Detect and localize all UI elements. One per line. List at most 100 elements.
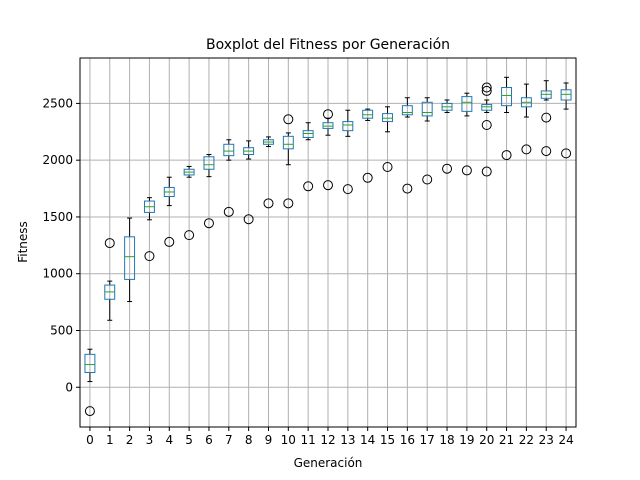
iqr-box bbox=[421, 101, 433, 117]
y-tick-label: 500 bbox=[50, 323, 73, 337]
x-tick-label: 8 bbox=[245, 433, 253, 447]
y-tick-label: 1500 bbox=[42, 210, 73, 224]
x-tick-label: 24 bbox=[558, 433, 573, 447]
x-tick-label: 5 bbox=[185, 433, 193, 447]
box-group bbox=[382, 106, 393, 172]
outlier-point bbox=[283, 198, 294, 209]
iqr-box bbox=[282, 135, 294, 150]
x-tick-label: 9 bbox=[265, 433, 273, 447]
iqr-box bbox=[203, 156, 215, 170]
box-group bbox=[183, 165, 195, 241]
box-group bbox=[342, 109, 354, 195]
x-tick-label: 10 bbox=[281, 433, 296, 447]
x-tick-label: 6 bbox=[205, 433, 213, 447]
outlier-point bbox=[461, 165, 472, 176]
outlier-point bbox=[481, 85, 492, 96]
y-tick-label: 2500 bbox=[42, 96, 73, 110]
box-group bbox=[143, 197, 155, 262]
iqr-box bbox=[84, 353, 96, 374]
box-series bbox=[84, 76, 572, 417]
iqr-box bbox=[481, 104, 493, 111]
x-tick-label: 1 bbox=[106, 433, 114, 447]
outlier-point bbox=[521, 144, 532, 155]
x-tick-label: 2 bbox=[126, 433, 134, 447]
outlier-point bbox=[184, 230, 195, 241]
x-tick-label: 21 bbox=[499, 433, 514, 447]
outlier-point bbox=[283, 114, 294, 125]
box-group bbox=[520, 83, 532, 155]
box-group bbox=[223, 139, 235, 217]
outlier-point bbox=[144, 251, 155, 262]
outlier-point bbox=[323, 109, 333, 120]
box-group bbox=[263, 136, 274, 209]
iqr-box bbox=[501, 87, 513, 107]
y-tick-label: 1000 bbox=[42, 267, 73, 281]
x-tick-label: 12 bbox=[320, 433, 335, 447]
x-tick-label: 0 bbox=[86, 433, 94, 447]
iqr-box bbox=[461, 96, 473, 112]
box-group bbox=[243, 140, 255, 225]
x-tick-label: 11 bbox=[301, 433, 316, 447]
x-tick-label: 4 bbox=[165, 433, 173, 447]
x-tick-label: 14 bbox=[360, 433, 375, 447]
outlier-point bbox=[382, 161, 393, 172]
outlier-point bbox=[422, 174, 433, 185]
x-tick-label: 16 bbox=[400, 433, 415, 447]
outlier-point bbox=[501, 150, 512, 161]
outlier-point bbox=[323, 180, 333, 191]
iqr-box bbox=[223, 143, 235, 157]
box-group bbox=[302, 122, 314, 192]
box-group bbox=[481, 82, 493, 177]
iqr-box bbox=[322, 122, 334, 129]
outlier-point bbox=[243, 214, 254, 225]
outlier-point bbox=[104, 238, 115, 249]
iqr-box bbox=[124, 236, 136, 280]
outlier-point bbox=[303, 181, 314, 192]
y-axis-title: Fitness bbox=[16, 221, 30, 263]
x-tick-label: 7 bbox=[225, 433, 233, 447]
iqr-box bbox=[362, 109, 374, 119]
outlier-point bbox=[541, 146, 552, 157]
outlier-point bbox=[481, 82, 492, 93]
outlier-point bbox=[402, 183, 413, 194]
box-group bbox=[282, 114, 294, 209]
x-tick-label: 17 bbox=[420, 433, 435, 447]
box-group bbox=[124, 217, 136, 303]
outlier-point bbox=[362, 172, 373, 183]
x-tick-label: 22 bbox=[519, 433, 534, 447]
x-tick-label: 15 bbox=[380, 433, 395, 447]
outlier-point bbox=[561, 148, 572, 159]
box-group bbox=[163, 176, 175, 247]
box-group bbox=[362, 108, 374, 183]
outlier-point bbox=[263, 198, 274, 209]
x-tick-label: 3 bbox=[146, 433, 154, 447]
box-group bbox=[501, 76, 513, 161]
iqr-box bbox=[382, 113, 393, 123]
outlier-point bbox=[541, 112, 552, 123]
box-group bbox=[322, 109, 334, 191]
y-tick-label: 2000 bbox=[42, 153, 73, 167]
iqr-box bbox=[401, 105, 413, 116]
box-group bbox=[401, 97, 413, 194]
grid-lines bbox=[80, 58, 576, 427]
x-tick-label: 18 bbox=[439, 433, 454, 447]
outlier-point bbox=[342, 184, 353, 195]
iqr-box bbox=[302, 130, 314, 138]
outlier-point bbox=[481, 166, 492, 177]
iqr-box bbox=[342, 121, 354, 132]
iqr-box bbox=[560, 89, 572, 101]
x-axis-title: Generación bbox=[294, 456, 363, 470]
x-tick-label: 20 bbox=[479, 433, 494, 447]
y-tick-label: 0 bbox=[65, 380, 73, 394]
box-group bbox=[84, 348, 96, 417]
box-group bbox=[203, 154, 215, 229]
outlier-point bbox=[223, 206, 234, 217]
axis-ticks: 0 1 2 3 4 5 6 7 8 9 10 11 12 13 14 15 16 17 18 19 20 21 22 23 24… bbox=[42, 96, 573, 447]
outlier-point bbox=[203, 218, 214, 229]
outlier-point bbox=[481, 119, 492, 130]
x-tick-label: 13 bbox=[340, 433, 355, 447]
outlier-point bbox=[442, 163, 453, 174]
